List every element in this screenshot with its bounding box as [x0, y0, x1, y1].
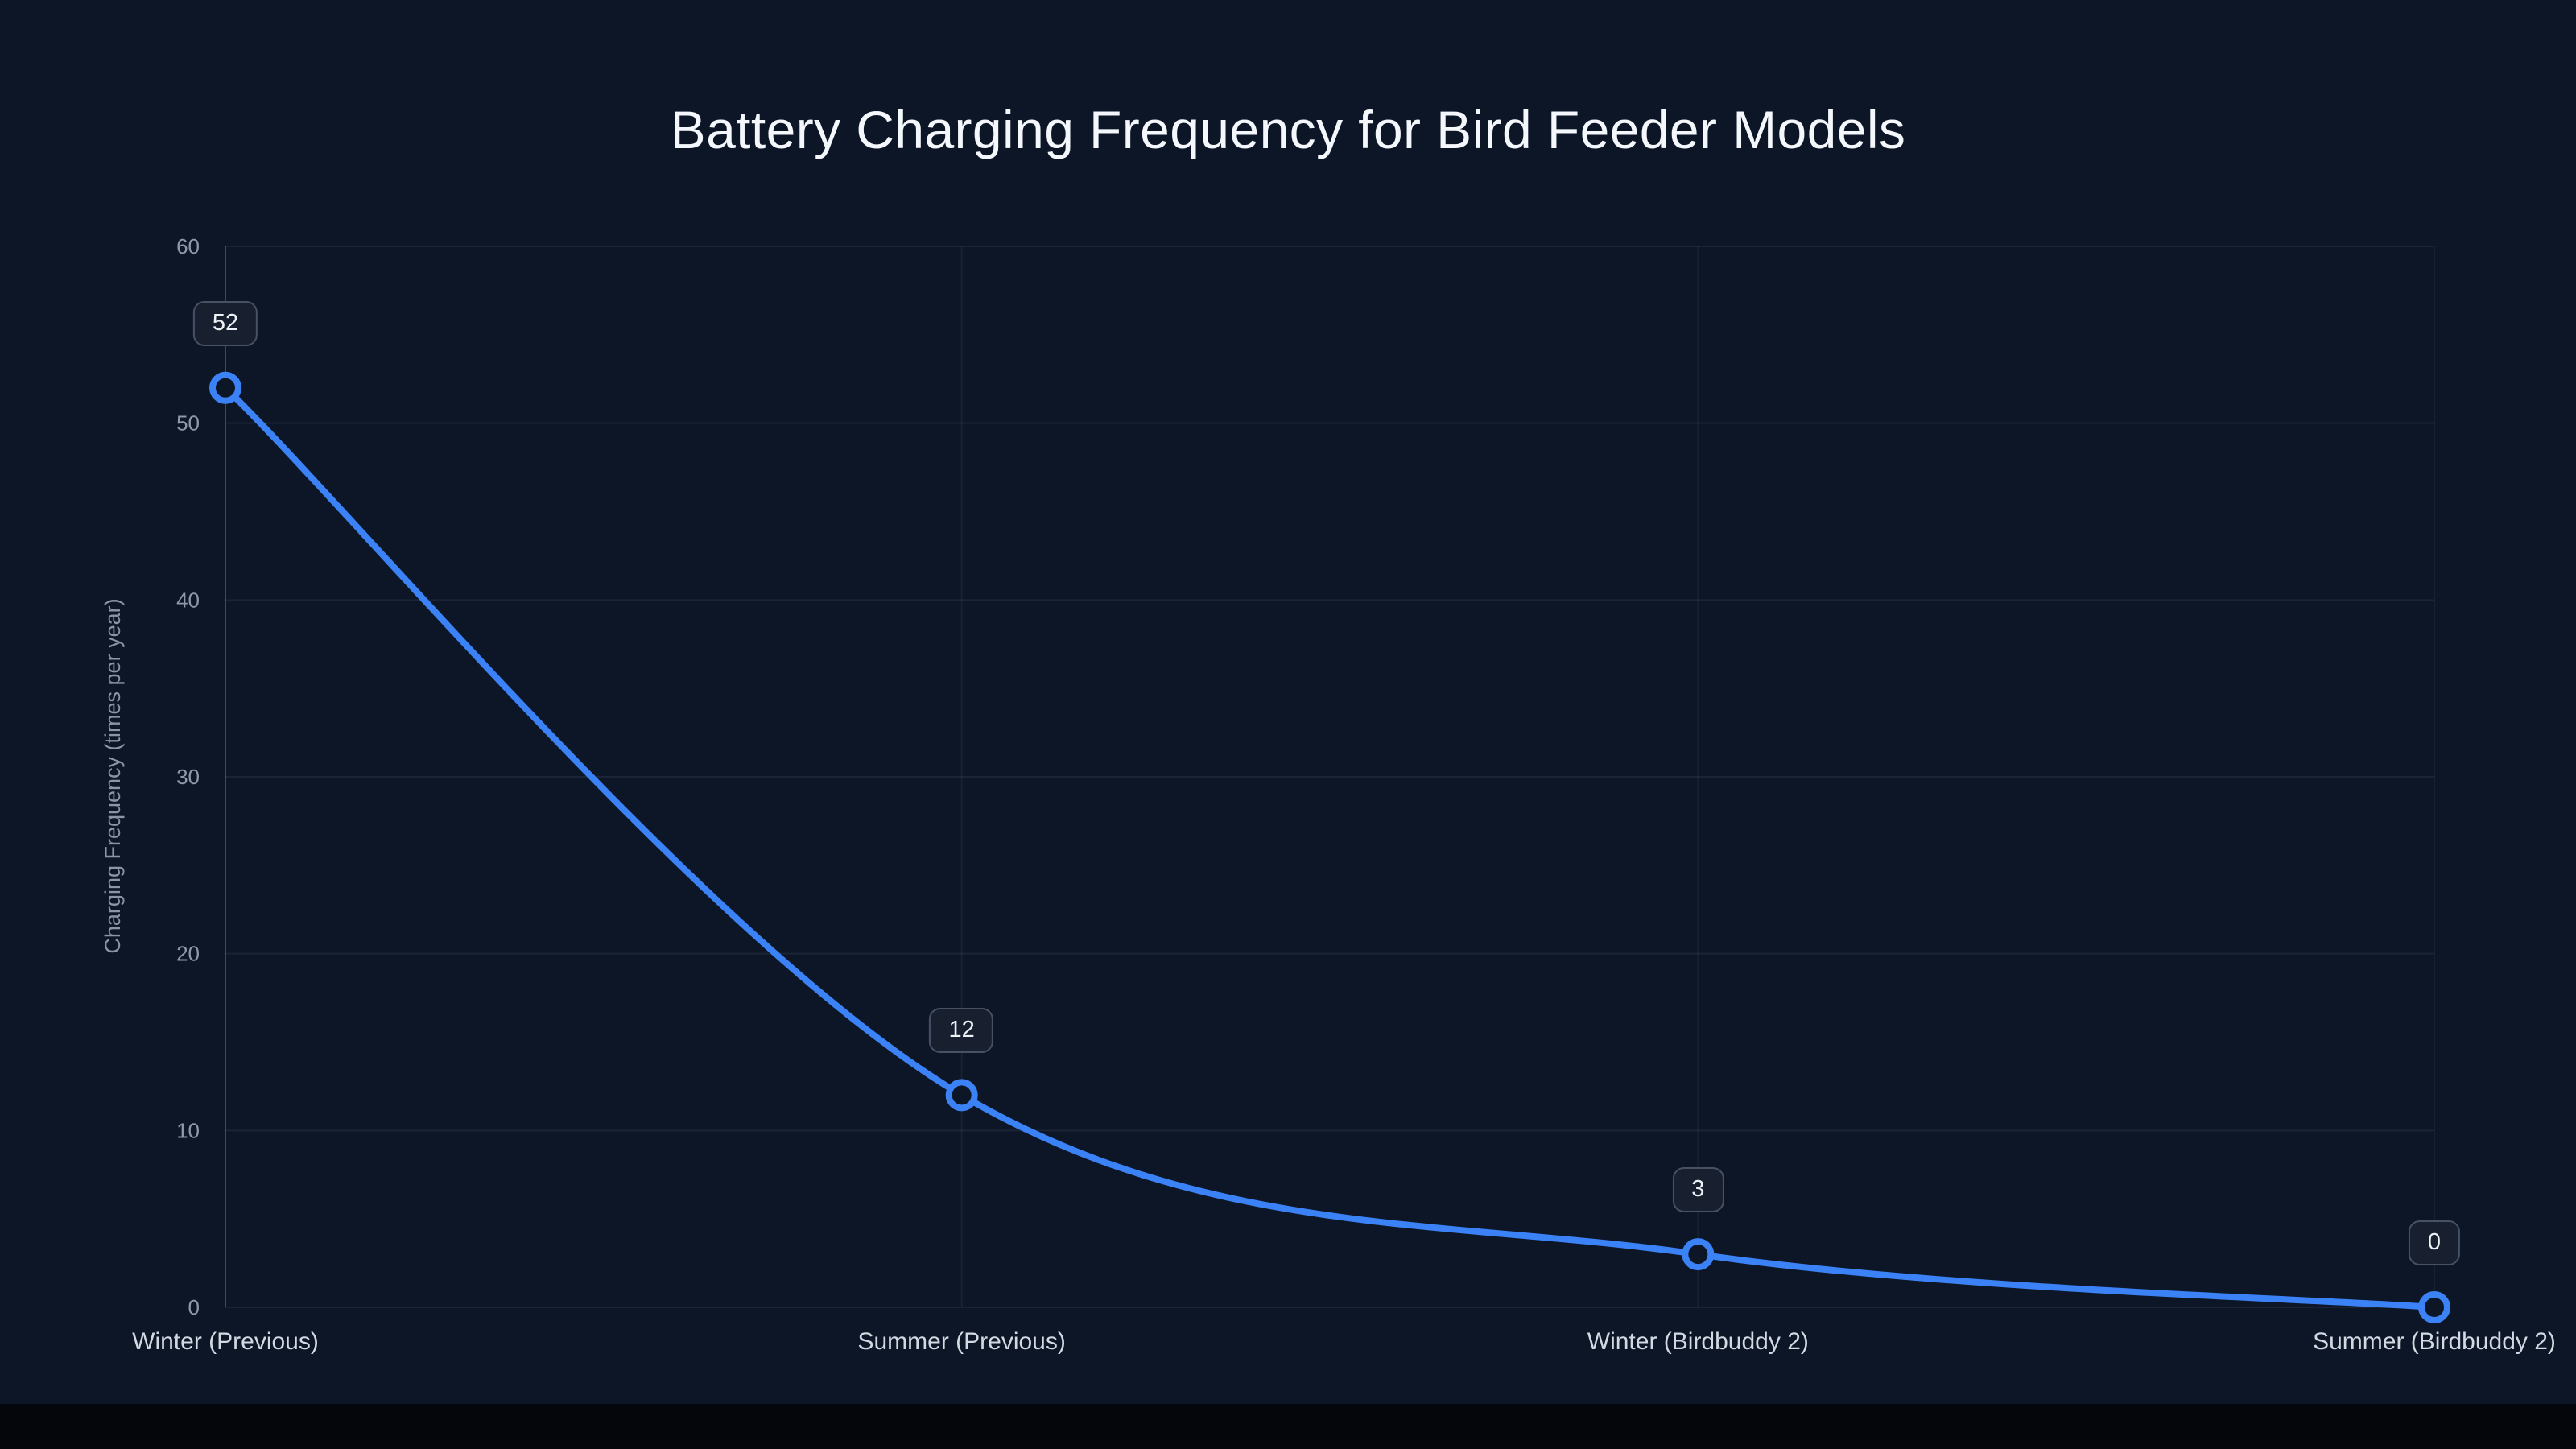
y-tick-label: 40	[176, 588, 200, 612]
x-tick-label: Winter (Previous)	[132, 1328, 319, 1355]
chart-title: Battery Charging Frequency for Bird Feed…	[670, 100, 1906, 159]
data-point[interactable]	[1682, 1238, 1715, 1271]
y-tick-label: 20	[176, 942, 200, 966]
data-point[interactable]	[2418, 1291, 2450, 1323]
y-tick-label: 60	[176, 234, 200, 258]
chart-canvas: 0 10 20 30 40 50 60 Winter (Previous) Summer (Pr…	[132, 234, 2556, 1355]
data-point[interactable]	[945, 1079, 978, 1112]
x-tick-label: Summer (Birdbuddy 2)	[2313, 1328, 2556, 1355]
y-tick-label: 30	[176, 765, 200, 789]
chart-container: Battery Charging Frequency for Bird Feed…	[101, 100, 2556, 1355]
data-point[interactable]	[209, 371, 242, 404]
y-tick-label: 10	[176, 1118, 200, 1142]
x-tick-label: Winter (Birdbuddy 2)	[1587, 1328, 1809, 1355]
y-tick-label: 50	[176, 411, 200, 436]
x-tick-label: Summer (Previous)	[857, 1328, 1065, 1355]
bottom-bar	[0, 1404, 2576, 1449]
line-series	[222, 384, 2438, 1311]
y-tick-label: 0	[188, 1295, 200, 1319]
